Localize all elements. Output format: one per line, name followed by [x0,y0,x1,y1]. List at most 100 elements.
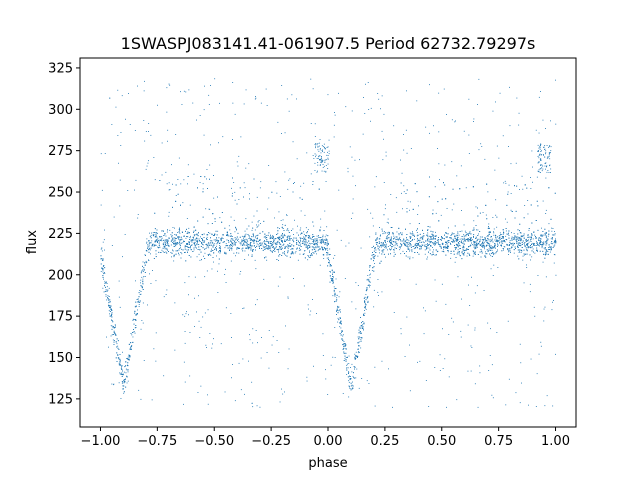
data-point [128,359,130,361]
data-point [349,375,350,377]
data-point [521,250,523,252]
data-point [485,240,487,241]
data-point [298,240,299,242]
data-point [322,236,323,238]
data-point [502,236,504,237]
data-point [529,237,531,239]
data-point [555,241,557,243]
data-point [456,247,457,249]
data-point [107,289,109,291]
data-point [407,247,409,249]
data-point [257,225,259,227]
data-point [292,248,294,250]
data-point [512,242,514,244]
data-point [249,236,250,238]
data-point [206,236,208,238]
data-point [107,295,109,297]
data-point [368,284,370,286]
data-point [221,236,223,238]
data-point [502,237,504,239]
data-point [236,229,237,231]
data-point [481,252,483,254]
data-point [353,372,354,374]
data-point [282,228,284,229]
data-point [194,241,196,243]
data-point [393,238,394,240]
data-point [270,236,271,238]
data-point [200,236,201,238]
data-point [554,192,556,194]
data-point [318,249,320,251]
data-point [310,238,312,240]
data-point [167,243,169,245]
data-point [337,305,338,307]
data-point [211,240,213,242]
data-point [347,363,348,365]
data-point [444,184,446,186]
data-point [250,242,251,244]
data-point [184,246,186,248]
data-point [530,239,531,241]
data-point [545,251,547,253]
data-point [230,239,232,241]
data-point [303,253,305,255]
data-point [307,236,309,238]
data-point [377,248,379,250]
data-point [485,204,487,206]
data-point [188,255,190,256]
data-point [460,241,462,243]
data-point [149,248,150,250]
data-point [161,230,163,231]
data-point [161,237,163,239]
data-point [394,244,396,246]
data-point [293,245,295,247]
data-point [353,377,355,379]
data-point [307,248,308,250]
data-point [517,249,519,251]
data-point [201,238,202,239]
data-point [308,238,310,239]
data-point [109,315,111,317]
data-point [309,255,311,257]
data-point [238,248,240,249]
data-point [293,234,294,235]
data-point [244,236,246,238]
data-point [356,368,358,370]
data-point [188,247,190,248]
data-point [211,234,213,236]
data-point [242,244,244,246]
data-point [486,242,488,243]
data-point [523,217,525,219]
data-point [483,241,485,243]
data-point [366,297,368,299]
data-point [146,250,148,252]
data-point [257,221,259,223]
data-point [331,279,333,281]
data-point [217,196,218,198]
data-point [342,344,344,345]
data-point [536,240,537,242]
data-point [287,248,289,250]
data-point [268,241,270,243]
data-point [396,245,398,247]
data-point [393,241,395,242]
data-point [544,232,546,234]
data-point [415,244,417,246]
data-point [491,240,493,242]
data-point [270,238,272,239]
data-point [371,247,373,248]
data-point [365,299,367,301]
data-point [518,237,520,239]
data-point [265,235,267,236]
data-point [523,233,525,235]
data-point [248,238,250,239]
data-point [390,249,391,251]
data-point [115,326,116,328]
data-point [164,241,166,243]
data-point [251,254,253,256]
data-point [282,234,283,236]
data-point [497,246,498,247]
data-point [497,236,499,238]
data-point [475,243,477,245]
data-point [130,349,132,350]
